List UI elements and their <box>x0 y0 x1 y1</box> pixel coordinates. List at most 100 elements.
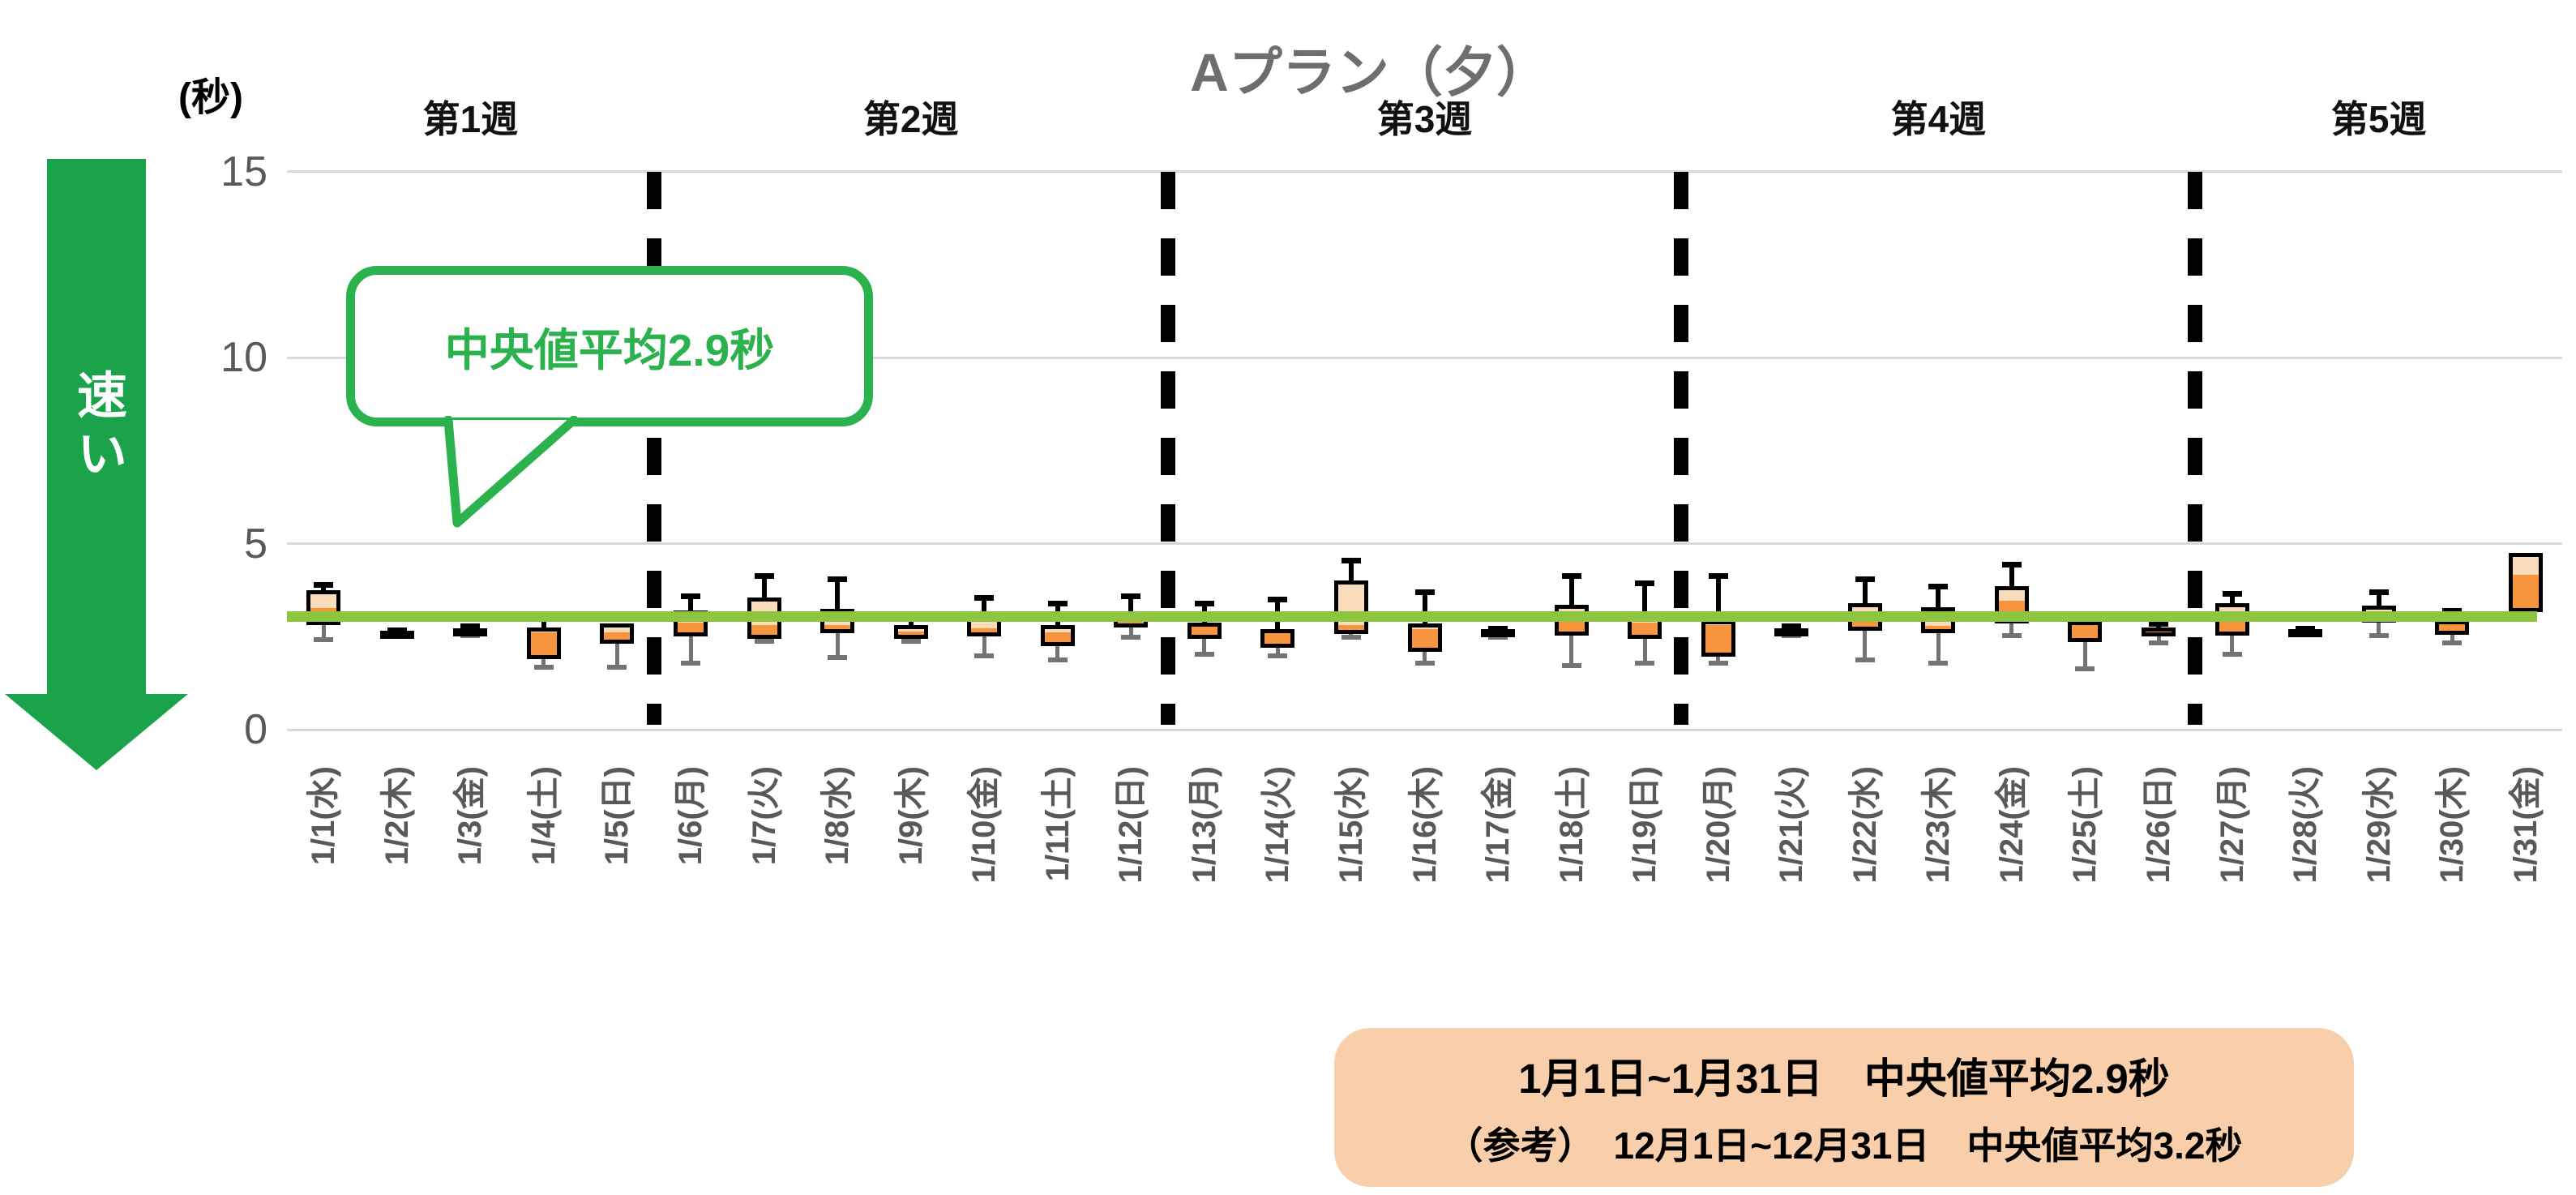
week-divider <box>646 172 661 725</box>
gridline <box>287 170 2562 173</box>
box-plot-day <box>1333 580 1368 635</box>
x-axis-label: 1/26(日) <box>2141 766 2177 884</box>
week-label: 第4週 <box>1890 98 1987 140</box>
x-axis-label: 1/20(月) <box>1700 766 1736 884</box>
upper-whisker-line <box>688 595 694 611</box>
upper-whisker-cap <box>2149 621 2169 627</box>
week-divider <box>2188 172 2203 725</box>
x-axis-label: 1/23(木) <box>1920 766 1957 884</box>
lower-whisker-cap <box>2075 666 2095 672</box>
lower-whisker-cap <box>1414 661 1435 666</box>
summary-line-january: 1月1日~1月31日 中央値平均2.9秒 <box>1518 1056 2170 1102</box>
box-lower-quartile-segment <box>1632 623 1658 635</box>
upper-whisker-cap <box>1121 593 1141 599</box>
upper-whisker-cap <box>681 593 701 599</box>
x-axis-label: 1/11(土) <box>1039 766 1076 882</box>
upper-whisker-line <box>1128 595 1134 619</box>
x-axis-label: 1/8(水) <box>819 766 856 866</box>
x-axis-label: 1/7(火) <box>746 766 782 866</box>
y-tick-label: 15 <box>220 148 267 195</box>
x-axis-label: 1/18(土) <box>1553 766 1590 884</box>
upper-whisker-line <box>982 598 987 619</box>
lower-whisker-line <box>1128 627 1133 637</box>
x-axis-label: 1/21(火) <box>1774 766 1810 884</box>
box-lower-quartile-segment <box>1411 628 1438 648</box>
fast-arrow-label: 速い <box>69 369 125 486</box>
lower-whisker-line <box>1642 638 1647 663</box>
box-plot-day <box>1187 623 1222 639</box>
lower-whisker-line <box>1569 636 1574 665</box>
gridline <box>287 356 2562 359</box>
x-axis-label: 1/29(水) <box>2360 766 2397 884</box>
x-axis-label: 1/22(水) <box>1846 766 1883 884</box>
lower-whisker-cap <box>2442 640 2463 646</box>
x-axis-label: 1/16(木) <box>1406 766 1443 884</box>
x-axis-label: 1/17(金) <box>1480 766 1517 884</box>
box-lower-quartile-segment <box>751 625 777 635</box>
lower-whisker-line <box>1716 657 1721 663</box>
week-divider <box>1160 172 1175 725</box>
upper-whisker-cap <box>1414 589 1435 596</box>
lower-whisker-cap <box>314 636 334 642</box>
week-divider <box>1674 172 1689 725</box>
lower-whisker-cap <box>1047 657 1068 662</box>
median-average-reference-line <box>287 611 2537 622</box>
lower-whisker-cap <box>1268 653 1288 659</box>
upper-whisker-line <box>1422 592 1427 624</box>
upper-whisker-cap <box>974 595 995 602</box>
week-label: 第5週 <box>2330 98 2427 140</box>
lower-whisker-cap <box>1488 635 1508 640</box>
upper-whisker-cap <box>2442 608 2463 615</box>
x-axis-label: 1/9(木) <box>892 766 929 866</box>
x-axis-label: 1/6(月) <box>673 766 709 866</box>
box-lower-quartile-segment <box>2072 624 2099 639</box>
upper-whisker-line <box>2229 593 2235 603</box>
upper-whisker-line <box>761 575 767 598</box>
box-lower-quartile-segment <box>530 632 557 655</box>
box-lower-quartile-segment <box>1191 627 1217 635</box>
upper-whisker-line <box>1936 586 1941 607</box>
box-plot-day <box>2142 627 2176 637</box>
x-axis-label: 1/14(火) <box>1260 766 1296 884</box>
upper-whisker-cap <box>1488 625 1508 632</box>
box-lower-quartile-segment <box>1337 625 1364 631</box>
upper-whisker-line <box>1642 582 1648 616</box>
x-axis-label: 1/28(火) <box>2287 766 2324 884</box>
x-axis-label: 1/15(水) <box>1333 766 1369 884</box>
down-arrow-head-icon <box>5 694 188 770</box>
upper-whisker-cap <box>1341 558 1361 564</box>
upper-whisker-cap <box>2001 561 2022 568</box>
lower-whisker-cap <box>2368 632 2389 638</box>
lower-whisker-cap <box>681 661 701 666</box>
box-lower-quartile-segment <box>604 632 631 640</box>
lower-whisker-cap <box>1928 661 1949 666</box>
lower-whisker-line <box>1423 651 1427 663</box>
upper-whisker-cap <box>754 572 774 579</box>
lower-whisker-line <box>1275 648 1280 656</box>
lower-whisker-cap <box>1708 661 1728 666</box>
lower-whisker-cap <box>1341 635 1361 640</box>
upper-whisker-cap <box>1047 600 1068 606</box>
box-plot-day <box>2288 628 2323 637</box>
upper-whisker-cap <box>1855 576 1875 583</box>
lower-whisker-line <box>1202 638 1207 653</box>
x-axis-label: 1/19(日) <box>1627 766 1663 884</box>
lower-whisker-line <box>2082 642 2087 669</box>
box-lower-quartile-segment <box>1925 626 1952 629</box>
upper-whisker-line <box>1715 575 1721 620</box>
lower-whisker-line <box>835 632 840 657</box>
y-tick-label: 5 <box>244 520 267 568</box>
box-lower-quartile-segment <box>678 622 704 633</box>
callout-median-average: 中央値平均2.9秒 <box>346 266 873 426</box>
week-label: 第1週 <box>422 98 519 140</box>
week-label: 第2週 <box>862 98 959 140</box>
box-plot-day <box>1040 624 1075 646</box>
lower-whisker-cap <box>754 638 774 644</box>
lower-whisker-cap <box>974 653 995 659</box>
gridline <box>287 728 2562 731</box>
lower-whisker-line <box>982 636 986 656</box>
box-plot-day <box>1774 628 1809 637</box>
x-axis-label: 1/27(月) <box>2214 766 2250 884</box>
lower-whisker-cap <box>1194 651 1214 657</box>
upper-whisker-cap <box>1194 600 1214 606</box>
